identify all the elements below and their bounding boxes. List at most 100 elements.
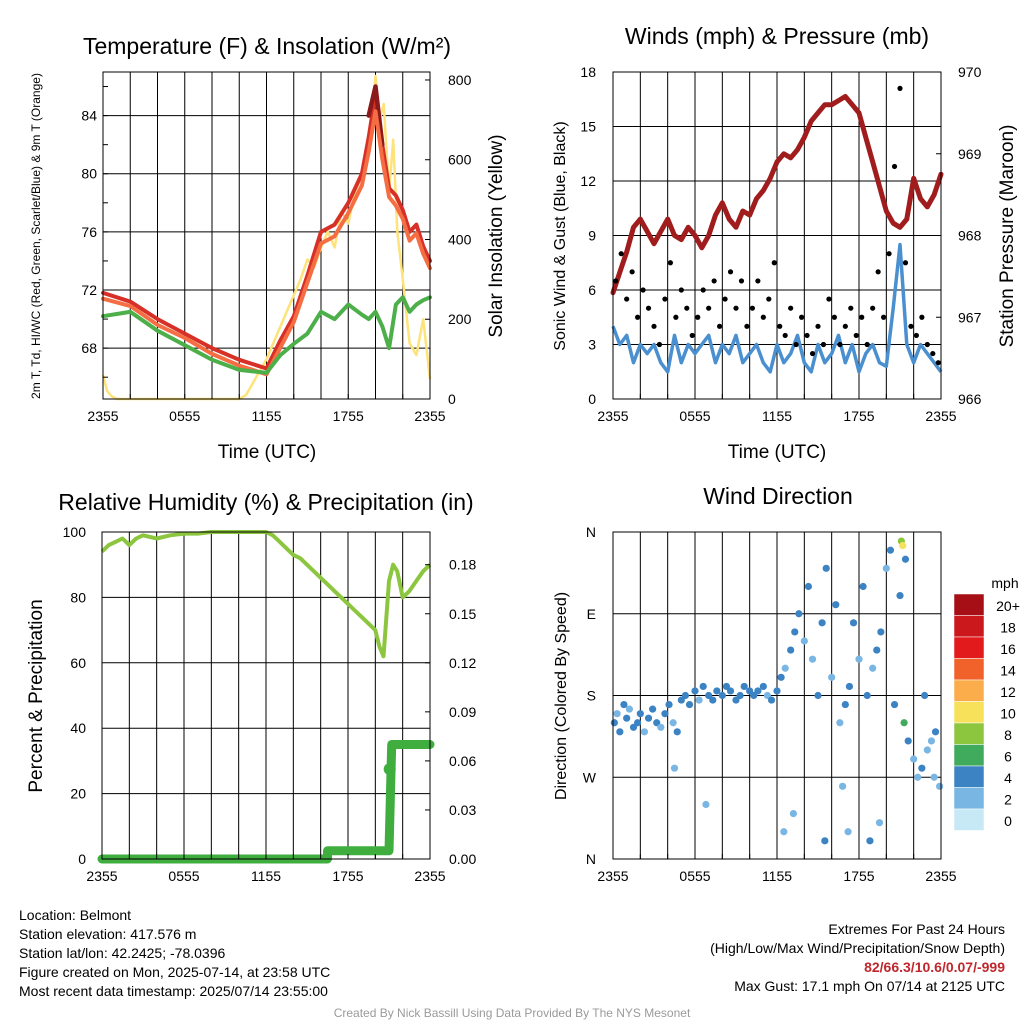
wind-direction-point <box>640 728 649 736</box>
wind-direction-point <box>800 637 808 645</box>
y2-tick-label: 0.12 <box>449 655 476 671</box>
wind-gust-point <box>864 341 870 348</box>
wind-direction-point <box>896 591 904 600</box>
wind-direction-point <box>740 682 748 691</box>
wind-gust-point <box>700 287 706 293</box>
wind-direction-point <box>855 655 863 663</box>
insolation-ylabel-right: Solar Insolation (Yellow) <box>486 134 507 337</box>
legend-label: 10 <box>1000 705 1016 721</box>
wind-direction-point <box>890 700 899 709</box>
wind-gust-point <box>881 314 887 320</box>
y-tick-label: 9 <box>588 228 596 244</box>
wind-gust-point <box>629 269 635 275</box>
speed-color-legend: 20+ 18 16 14 12 10 8 6 4 2 0 <box>953 593 1020 831</box>
y-tick-label: 0 <box>588 391 596 407</box>
wind-direction-point <box>844 828 852 836</box>
wind-direction-point <box>918 764 926 772</box>
legend-color-box <box>953 787 985 810</box>
wind-gust-point <box>826 296 832 302</box>
wind-gust-point <box>624 296 630 302</box>
precipitation-marker <box>383 763 396 776</box>
wind-direction-point <box>795 610 803 618</box>
y-tick-label: 0 <box>78 851 86 867</box>
direction-tick-label: S <box>587 688 596 704</box>
x-tick-label: 2355 <box>87 408 118 424</box>
y2-tick-label: 0.03 <box>449 802 476 818</box>
t2m-line <box>101 91 432 371</box>
wind-gust-point <box>722 296 728 302</box>
wind-direction-point <box>610 719 618 727</box>
x-tick-label: 2355 <box>925 408 956 424</box>
wind-gust-point <box>738 278 745 284</box>
wind-gust-point <box>902 260 909 266</box>
x-tick-label: 1155 <box>762 868 792 884</box>
x-tick-label: 2355 <box>597 408 628 424</box>
wind-gust-point <box>777 323 783 329</box>
temperature-ylabel-left: 2m T, Td, HI/WC (Red, Green, Scarlet/Blu… <box>29 73 43 399</box>
wind-direction-point <box>814 691 822 700</box>
legend-label: 12 <box>1000 684 1016 700</box>
y2-tick-label: 0.18 <box>449 557 476 573</box>
x-tick-label: 0555 <box>168 868 199 884</box>
dewpoint-line <box>101 295 432 375</box>
station-elevation: Station elevation: 417.576 m <box>19 926 197 942</box>
legend-label: 0 <box>1004 813 1012 829</box>
wind-direction-gridlines <box>613 532 941 859</box>
wind-gust-point <box>755 278 761 284</box>
x-tick-label: 2355 <box>86 868 117 884</box>
wind-direction-point <box>695 696 703 704</box>
wind-direction-point <box>821 837 829 845</box>
x-tick-label: 1755 <box>332 868 363 884</box>
wind-gust-point <box>711 278 717 284</box>
wind-direction-point <box>808 655 817 663</box>
wind-gust-point <box>656 341 663 348</box>
wind-gust-point <box>727 269 734 275</box>
extremes-subtitle: (High/Low/Max Wind/Precipitation/Snow De… <box>710 940 1005 956</box>
wind-direction-point <box>665 700 673 709</box>
y-tick-label: 15 <box>580 119 596 135</box>
wind-direction-point <box>863 691 871 700</box>
temperature-panel: Temperature (F) & Insolation (W/m²) Time… <box>29 33 507 463</box>
legend-color-box <box>953 701 985 724</box>
wind-gust-point <box>859 314 865 320</box>
wind-gust-point <box>640 287 646 293</box>
wind-gust-point <box>924 341 930 348</box>
temperature-panel-title: Temperature (F) & Insolation (W/m²) <box>83 33 451 59</box>
wind-gust-point <box>613 278 619 284</box>
wind-gust-point <box>733 305 739 311</box>
wind-direction-point <box>836 719 844 727</box>
legend-color-box <box>953 722 985 745</box>
y-tick-label: 84 <box>81 108 97 124</box>
t9m-line <box>101 109 432 377</box>
wind-direction-point <box>781 664 789 672</box>
wind-gust-point <box>815 323 821 329</box>
wind-direction-point <box>936 782 944 790</box>
wind-direction-point <box>657 723 665 731</box>
wind-gust-point <box>706 305 712 311</box>
wind-direction-point <box>780 828 788 836</box>
y2-tick-label: 0.06 <box>449 753 476 769</box>
wind-gust-point <box>837 341 843 348</box>
wind-direction-point <box>845 682 854 691</box>
extremes-values: 82/66.3/10.6/0.07/-999 <box>864 959 1005 975</box>
y2-tick-label: 968 <box>958 228 982 244</box>
recent-data-timestamp: Most recent data timestamp: 2025/07/14 2… <box>19 983 328 999</box>
winds-ticks: 0 3 6 9 12 15 18 966 967 968 969 970 2355 0555 1155 175… <box>580 64 981 424</box>
wind-direction-point <box>616 728 624 736</box>
wind-gust-point <box>848 305 854 311</box>
wind-direction-point <box>841 700 849 709</box>
y2-tick-label: 966 <box>958 391 982 407</box>
legend-color-box <box>953 615 985 638</box>
wind-gust-point <box>766 296 772 302</box>
wind-direction-point <box>787 646 795 654</box>
winds-panel-title: Winds (mph) & Pressure (mb) <box>625 23 929 49</box>
wind-direction-point <box>718 691 726 700</box>
y2-tick-label: 0 <box>448 391 456 407</box>
x-tick-label: 1755 <box>843 408 874 424</box>
wind-gust-point <box>678 287 684 293</box>
direction-tick-label: N <box>586 524 596 540</box>
y2-tick-label: 400 <box>448 231 472 247</box>
x-tick-label: 1155 <box>251 868 281 884</box>
